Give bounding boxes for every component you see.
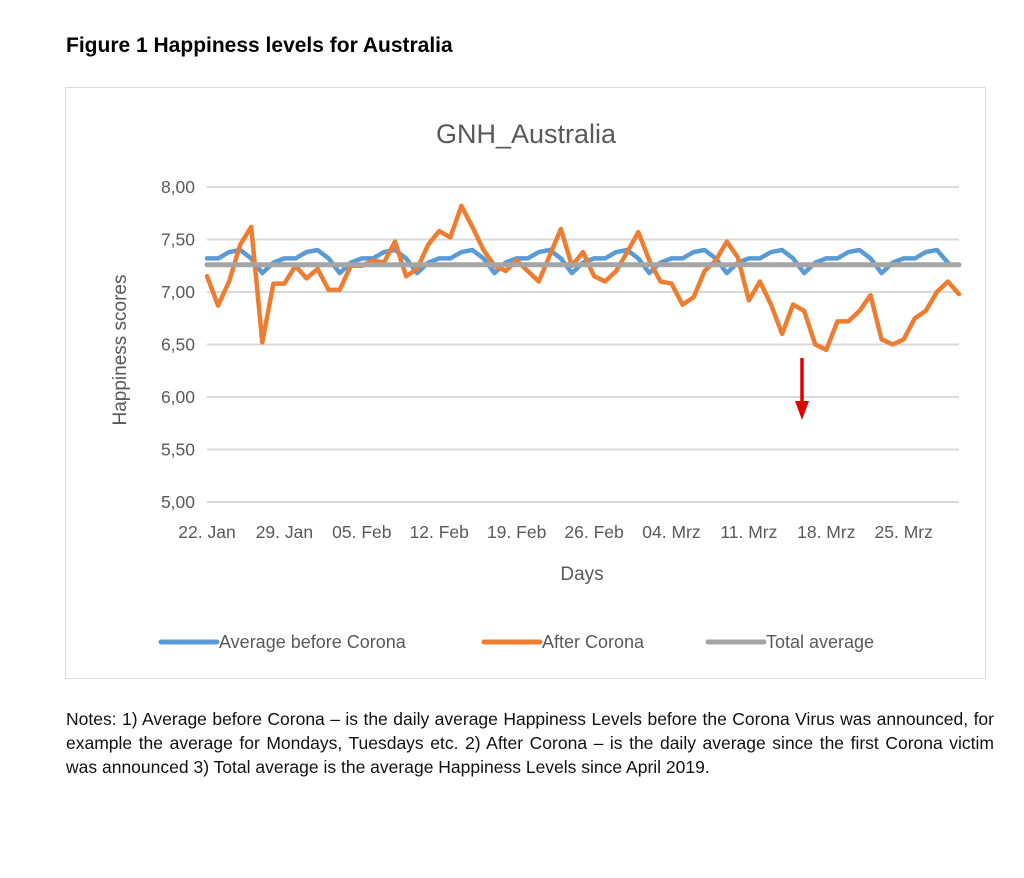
chart-title: GNH_Australia — [436, 119, 617, 149]
x-axis-label: Days — [560, 564, 603, 585]
figure-title: Figure 1 Happiness levels for Australia — [66, 34, 453, 57]
x-tick-label: 25. Mrz — [875, 522, 933, 542]
gridlines — [207, 186, 959, 503]
x-tick-label: 18. Mrz — [797, 522, 855, 542]
chart-area: GNH_Australia 5,00 5,50 6,00 6,50 7,00 7,50 8,… — [65, 87, 986, 679]
x-tick-label: 22. Jan — [178, 522, 235, 542]
legend-label: After Corona — [542, 632, 645, 652]
series-line-after-corona — [204, 203, 962, 353]
y-tick-labels: 5,00 5,50 6,00 6,50 7,00 7,50 8,00 — [161, 177, 195, 512]
arrow-head — [795, 401, 809, 420]
x-tick-label: 11. Mrz — [720, 522, 777, 542]
x-tick-label: 26. Feb — [564, 522, 623, 542]
notes-paragraph: Notes: 1) Average before Corona – is the… — [66, 709, 994, 777]
y-tick-label: 7,00 — [161, 282, 195, 302]
y-tick-label: 8,00 — [161, 177, 195, 197]
down-arrow-annotation — [795, 358, 809, 420]
legend-label: Total average — [766, 632, 874, 652]
series-line-before-corona — [204, 247, 951, 276]
y-tick-label: 7,50 — [161, 230, 195, 250]
x-tick-label: 19. Feb — [487, 522, 546, 542]
legend-item-total-average: Total average — [705, 632, 874, 652]
legend-item-after-corona: After Corona — [481, 632, 645, 652]
chart-svg: GNH_Australia 5,00 5,50 6,00 6,50 7,00 7,50 8,… — [110, 119, 962, 652]
y-axis-label: Happiness scores — [110, 274, 131, 425]
series-lines — [204, 203, 962, 353]
legend-label: Average before Corona — [219, 632, 407, 652]
x-tick-label: 12. Feb — [410, 522, 469, 542]
y-tick-label: 6,00 — [161, 387, 195, 407]
y-tick-label: 5,00 — [161, 492, 195, 512]
x-tick-label: 04. Mrz — [642, 522, 700, 542]
x-tick-label: 29. Jan — [256, 522, 313, 542]
x-tick-label: 05. Feb — [332, 522, 391, 542]
y-tick-label: 5,50 — [161, 440, 195, 460]
x-tick-labels: 22. Jan 29. Jan 05. Feb 12. Feb 19. Feb 26. F… — [178, 522, 933, 542]
y-tick-label: 6,50 — [161, 335, 195, 355]
legend-item-before-corona: Average before Corona — [158, 632, 407, 652]
legend: Average before Corona After Corona Total a… — [158, 632, 874, 652]
